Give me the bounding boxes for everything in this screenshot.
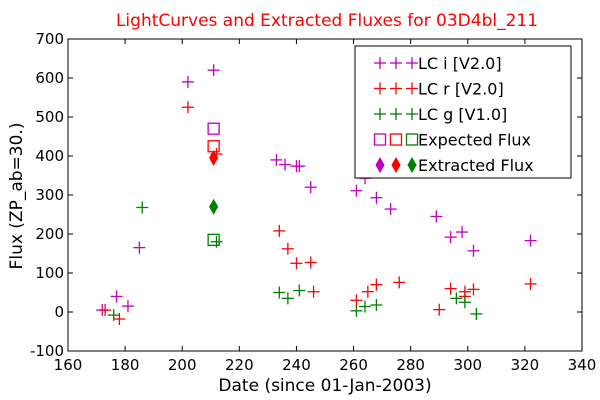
data-point-plus: [293, 160, 306, 173]
data-point-plus: [110, 290, 123, 303]
data-point-plus: [121, 300, 134, 313]
x-axis-ticks: 160 180 200 220 240 260 280 300 320 340: [54, 39, 597, 374]
data-point-plus: [279, 158, 292, 171]
data-point-plus: [107, 309, 120, 322]
legend-marker-plus: [406, 108, 418, 120]
legend-marker-diamond: [391, 156, 401, 174]
data-point-plus: [99, 304, 112, 317]
data-point-plus: [458, 296, 471, 309]
data-point-plus: [393, 276, 406, 289]
legend-marker-plus: [374, 82, 386, 95]
y-tick-label: 100: [35, 264, 64, 282]
legend-label: Extracted Flux: [418, 156, 534, 175]
data-point-plus: [456, 226, 469, 239]
data-point-plus: [433, 303, 446, 316]
x-tick-label: 320: [511, 356, 540, 374]
y-axis-ticks: -100 0 100 200 300 400 500 600 700: [30, 30, 582, 360]
data-point-plus: [384, 203, 397, 216]
x-tick-label: 200: [168, 356, 197, 374]
legend-marker-plus: [390, 82, 402, 95]
data-point-plus: [358, 300, 371, 313]
data-marks: [96, 64, 537, 326]
y-tick-label: 500: [35, 108, 64, 126]
data-point-plus: [524, 277, 537, 290]
y-tick-label: -100: [30, 342, 64, 360]
data-point-plus: [133, 241, 146, 254]
legend-label: LC r [V2.0]: [418, 80, 504, 99]
data-point-square: [207, 233, 220, 247]
data-point-plus: [281, 242, 294, 255]
y-tick-label: 0: [54, 303, 64, 321]
y-tick-label: 300: [35, 186, 64, 204]
y-tick-label: 700: [35, 30, 64, 48]
data-point-plus: [290, 257, 303, 270]
data-point-plus: [470, 307, 483, 320]
legend-marker-square: [389, 133, 403, 146]
legend-marker-plus: [390, 108, 402, 120]
data-point-plus: [524, 234, 537, 247]
data-point-plus: [450, 292, 463, 305]
data-point-plus: [467, 244, 480, 257]
legend-box: [354, 45, 572, 179]
x-tick-label: 300: [453, 356, 482, 374]
data-point-plus: [304, 181, 317, 194]
x-tick-label: 240: [282, 356, 311, 374]
data-point-plus: [350, 294, 363, 307]
legend-label: LC i [V2.0]: [418, 54, 502, 73]
data-point-plus: [370, 298, 383, 311]
legend-marker-square: [373, 133, 387, 146]
data-point-plus: [467, 283, 480, 296]
x-tick-label: 160: [54, 356, 83, 374]
data-point-plus: [304, 256, 317, 269]
x-tick-label: 280: [396, 356, 425, 374]
legend-marker-plus: [374, 57, 386, 69]
data-point-plus: [370, 278, 383, 291]
data-point-diamond: [209, 149, 219, 166]
data-point-plus: [181, 101, 194, 114]
data-point-plus: [270, 153, 283, 166]
legend-marker-square: [405, 133, 419, 146]
data-point-plus: [350, 184, 363, 197]
y-tick-label: 400: [35, 147, 64, 165]
data-point-plus: [370, 191, 383, 204]
legend-marker-diamond: [375, 156, 385, 174]
legend: LC i [V2.0] LC r [V2.0] LC g [V1.0] Expecte…: [354, 45, 572, 179]
legend-marker-plus: [390, 57, 402, 69]
data-point-plus: [307, 285, 320, 298]
data-point-plus: [444, 231, 457, 244]
legend-label: LC g [V1.0]: [418, 105, 507, 124]
legend-marker-plus: [406, 57, 418, 69]
legend-marker-diamond: [407, 156, 417, 174]
chart-title: LightCurves and Extracted Fluxes for 03D…: [116, 11, 538, 31]
x-tick-label: 220: [225, 356, 254, 374]
legend-marker-plus: [406, 82, 418, 95]
data-point-plus: [430, 210, 443, 223]
legend-marker-plus: [374, 108, 386, 120]
data-point-plus: [350, 304, 363, 317]
data-point-plus: [136, 201, 149, 214]
data-point-plus: [273, 224, 286, 237]
data-point-plus: [273, 286, 286, 299]
data-point-plus: [281, 292, 294, 305]
y-tick-label: 200: [35, 225, 64, 243]
x-tick-label: 260: [339, 356, 368, 374]
data-point-plus: [361, 285, 374, 298]
x-axis-title: Date (since 01-Jan-2003): [218, 376, 431, 396]
y-tick-label: 600: [35, 69, 64, 87]
data-point-plus: [458, 285, 471, 298]
data-point-plus: [444, 282, 457, 295]
data-point-square: [207, 122, 220, 135]
x-tick-label: 340: [568, 356, 597, 374]
data-point-plus: [293, 284, 306, 297]
y-axis-title: Flux (ZP_ab=30.): [7, 123, 27, 270]
legend-label: Expected Flux: [418, 131, 531, 150]
x-tick-label: 180: [111, 356, 140, 374]
data-point-diamond: [209, 198, 219, 215]
data-point-plus: [181, 75, 194, 88]
data-point-plus: [207, 64, 220, 77]
